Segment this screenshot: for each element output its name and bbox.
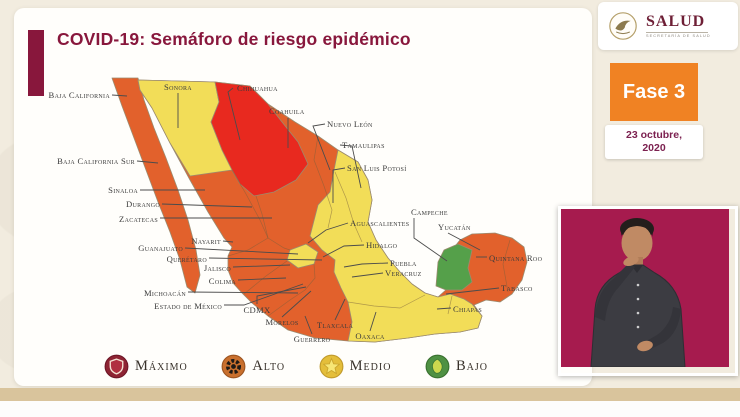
date-card: 23 octubre, 2020 — [605, 125, 703, 159]
legend-item-medio: Medio — [319, 354, 392, 379]
legend-item-maximo: Máximo — [104, 354, 188, 379]
footer-white-strip — [0, 401, 740, 417]
star-icon — [319, 354, 344, 379]
legend-label-maximo: Máximo — [135, 357, 188, 374]
legend-item-alto: Alto — [221, 354, 285, 379]
shield-icon — [104, 354, 129, 379]
legend-label-alto: Alto — [252, 357, 286, 374]
interpreter-video — [558, 206, 738, 376]
salud-subtitle: SECRETARÍA DE SALUD — [646, 34, 711, 38]
date-line-2: 2020 — [642, 142, 666, 154]
salud-wordmark: SALUD — [646, 13, 706, 30]
title-accent-bar — [28, 30, 44, 96]
legend-item-bajo: Bajo — [425, 354, 488, 379]
legend-label-bajo: Bajo — [455, 357, 488, 374]
legend-label-medio: Medio — [349, 357, 392, 374]
main-card — [14, 8, 592, 386]
salud-divider — [646, 32, 708, 33]
date-line-1: 23 octubre, — [625, 128, 683, 141]
leaf-icon — [425, 354, 450, 379]
footer-bar — [0, 388, 740, 401]
page-title: COVID-19: Semáforo de riesgo epidémico — [57, 29, 411, 49]
risk-legend: Máximo Alto Medio Bajo — [104, 349, 488, 383]
eagle-seal-icon — [609, 12, 637, 40]
gear-icon — [221, 354, 246, 379]
salud-logo-card: SALUD SECRETARÍA DE SALUD — [598, 2, 738, 50]
interpreter-figure — [561, 209, 729, 367]
phase-badge: Fase 3 — [610, 63, 698, 121]
phase-label: Fase 3 — [622, 80, 686, 103]
